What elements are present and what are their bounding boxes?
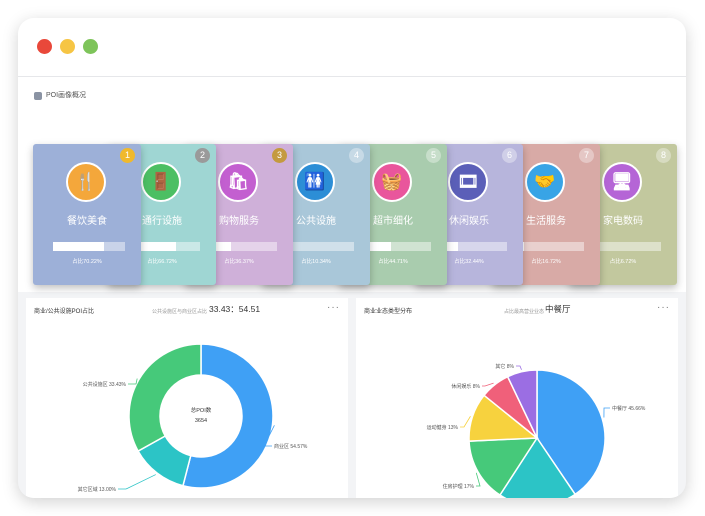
maximize-window-button[interactable] — [83, 39, 98, 54]
progress-bar — [53, 242, 125, 251]
close-window-button[interactable] — [37, 39, 52, 54]
shopping-bag-icon: 🛍 — [218, 162, 258, 202]
slice-label: 商业区 54.57% — [274, 443, 308, 450]
restroom-icon: 🚻 — [295, 162, 335, 202]
percent-text: 占比6.72% — [609, 259, 637, 265]
slice-label: 公共设施区 33.43% — [83, 381, 127, 388]
fork-knife-icon: 🍴 — [66, 162, 106, 202]
title-bar — [18, 18, 686, 77]
percent-text: 占比66.72% — [147, 259, 177, 265]
slice-label: 其它区域 13.00% — [78, 486, 117, 493]
label-line — [263, 425, 275, 447]
percent-text: 占比36.37% — [224, 259, 254, 265]
slice-商业区[interactable] — [182, 343, 274, 489]
category-label: 休闲娱乐 — [449, 216, 489, 227]
film-reel-icon: 🎞 — [448, 162, 488, 202]
business-type-panel: 商业业态类型分布 占比最高营业业态 中餐厅 ··· 中餐厅 45.66%保护服务… — [356, 298, 678, 498]
slice-label: 中餐厅 45.66% — [612, 405, 646, 412]
label-line — [118, 474, 156, 490]
category-label: 公共设施 — [296, 216, 336, 227]
slice-label: 其它 8% — [495, 363, 514, 370]
top-business-value: 中餐厅 — [545, 304, 571, 314]
minimize-window-button[interactable] — [60, 39, 75, 54]
category-label: 家电数码 — [603, 216, 643, 227]
progress-bar — [205, 242, 277, 251]
category-label: 餐饮美食 — [67, 216, 107, 227]
progress-bar — [359, 242, 431, 251]
slice-中餐厅[interactable] — [536, 369, 606, 496]
category-label: 通行设施 — [142, 216, 182, 227]
slice-公共设施区[interactable] — [128, 343, 202, 453]
center-value: 3654 — [195, 418, 207, 424]
commercial-public-poi-panel: 商业/公共设施POI占比 公共设施区与商业区占比 33.43：54.51 ···… — [26, 298, 348, 498]
progress-fill — [53, 242, 104, 251]
poi-overview-section: POI画像概况 1 🍴 餐饮美食占比70.22% 2 🚪 通行设施占比66.72% 3 🛍 购物… — [18, 77, 686, 292]
rank-badge: 8 — [656, 148, 671, 163]
category-card[interactable]: 1 🍴 餐饮美食占比70.22% — [33, 144, 141, 285]
category-label: 超市细化 — [373, 216, 413, 227]
label-line — [516, 365, 522, 370]
slice-label: 运动健身 13% — [427, 424, 459, 431]
panel-title: 商业业态类型分布 — [364, 309, 413, 315]
percent-text: 占比32.44% — [454, 259, 484, 265]
panel-title: 商业/公共设施POI占比 — [34, 309, 95, 315]
more-options-button[interactable]: ··· — [327, 302, 340, 313]
label-line — [460, 416, 471, 428]
rank-badge: 7 — [579, 148, 594, 163]
progress-bar — [128, 242, 200, 251]
donut-chart: 商业区 54.57% 其它区域 13.00% 公共设施区 33.43% 总POI数 36… — [78, 343, 308, 493]
category-label: 购物服务 — [219, 216, 259, 227]
section-icon — [34, 92, 42, 100]
more-options-button[interactable]: ··· — [657, 302, 670, 313]
monitor-icon: 🖥 — [602, 162, 642, 202]
progress-fill — [205, 242, 232, 251]
ratio-value: 33.43：54.51 — [209, 304, 261, 314]
rank-badge: 4 — [349, 148, 364, 163]
panel-subtitle: 公共设施区与商业区占比 — [152, 309, 208, 315]
center-title: 总POI数 — [191, 406, 212, 414]
slice-label: 休闲娱乐 8% — [451, 383, 480, 390]
progress-fill — [128, 242, 177, 251]
label-line — [128, 378, 138, 385]
rank-badge: 3 — [272, 148, 287, 163]
percent-text: 占比44.71% — [378, 259, 408, 265]
percent-text: 占比16.72% — [531, 259, 561, 265]
label-line — [482, 382, 494, 387]
panel-subtitle: 占比最高营业业态 — [504, 309, 545, 315]
percent-text: 占比10.34% — [301, 259, 331, 265]
slice-保护服务[interactable] — [498, 436, 577, 498]
section-title: POI画像概况 — [46, 92, 87, 99]
handshake-icon: 🤝 — [525, 162, 565, 202]
pie-chart: 中餐厅 45.66%保护服务 21%住房护理 17%运动健身 13%休闲娱乐 8… — [427, 363, 646, 498]
rank-badge: 1 — [120, 148, 135, 163]
progress-fill — [359, 242, 392, 251]
app-window: POI画像概况 1 🍴 餐饮美食占比70.22% 2 🚪 通行设施占比66.72% 3 🛍 购物… — [18, 18, 686, 498]
category-label: 生活服务 — [526, 216, 566, 227]
percent-text: 占比70.22% — [72, 259, 102, 265]
exit-door-icon: 🚪 — [141, 162, 181, 202]
basket-icon: 🧺 — [372, 162, 412, 202]
slice-其它[interactable] — [506, 369, 538, 439]
label-line — [603, 407, 610, 418]
rank-badge: 2 — [195, 148, 210, 163]
label-line — [475, 472, 481, 487]
rank-badge: 5 — [426, 148, 441, 163]
slice-住房护理[interactable] — [468, 437, 539, 497]
rank-badge: 6 — [502, 148, 517, 163]
slice-label: 住房护理 17% — [443, 483, 475, 490]
